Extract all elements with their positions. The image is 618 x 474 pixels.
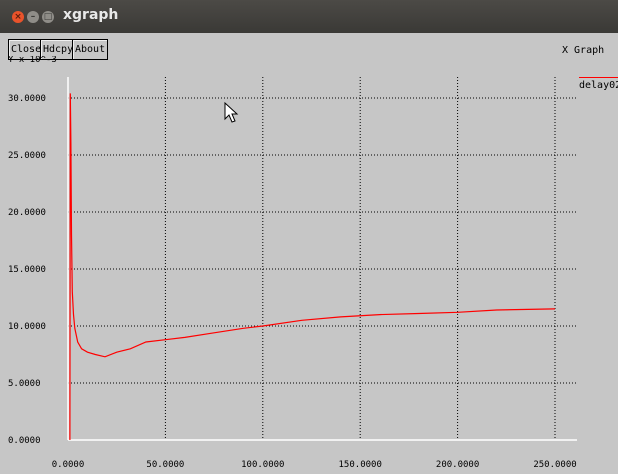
y-tick-label: 15.0000 xyxy=(8,265,46,275)
window-title: xgraph xyxy=(63,7,119,23)
close-icon[interactable]: × xyxy=(12,11,24,23)
legend-label: delay02.tr xyxy=(579,80,618,91)
legend-swatch xyxy=(579,77,618,78)
x-tick-label: 150.0000 xyxy=(339,460,382,470)
minimize-icon[interactable]: – xyxy=(27,11,39,23)
y-tick-label: 5.0000 xyxy=(8,379,41,389)
y-axis-units: Y x 10^-3 xyxy=(8,56,57,64)
mouse-pointer-icon xyxy=(224,101,239,123)
xgraph-client-area: Close Hdcpy About Y x 10^-3 X Graph dela… xyxy=(0,33,618,474)
y-tick-label: 30.0000 xyxy=(8,94,46,104)
window-titlebar[interactable]: × – □ xgraph xyxy=(0,0,618,33)
about-button[interactable]: About xyxy=(72,39,109,60)
plot-area: 0.0000 50.0000 100.0000 150.0000 200.0000 250… xyxy=(8,77,577,470)
x-tick-label: 250.0000 xyxy=(533,460,576,470)
y-tick-label: 20.0000 xyxy=(8,208,46,218)
y-tick-label: 25.0000 xyxy=(8,151,46,161)
maximize-icon[interactable]: □ xyxy=(42,11,54,23)
series-line-delay02 xyxy=(69,93,556,441)
x-tick-label: 50.0000 xyxy=(146,460,184,470)
x-tick-label: 100.0000 xyxy=(241,460,284,470)
y-tick-label: 10.0000 xyxy=(8,322,46,332)
x-tick-label: 200.0000 xyxy=(436,460,479,470)
x-tick-label: 0.0000 xyxy=(52,460,85,470)
graph-title: X Graph xyxy=(562,45,605,56)
y-tick-label: 0.0000 xyxy=(8,436,41,446)
